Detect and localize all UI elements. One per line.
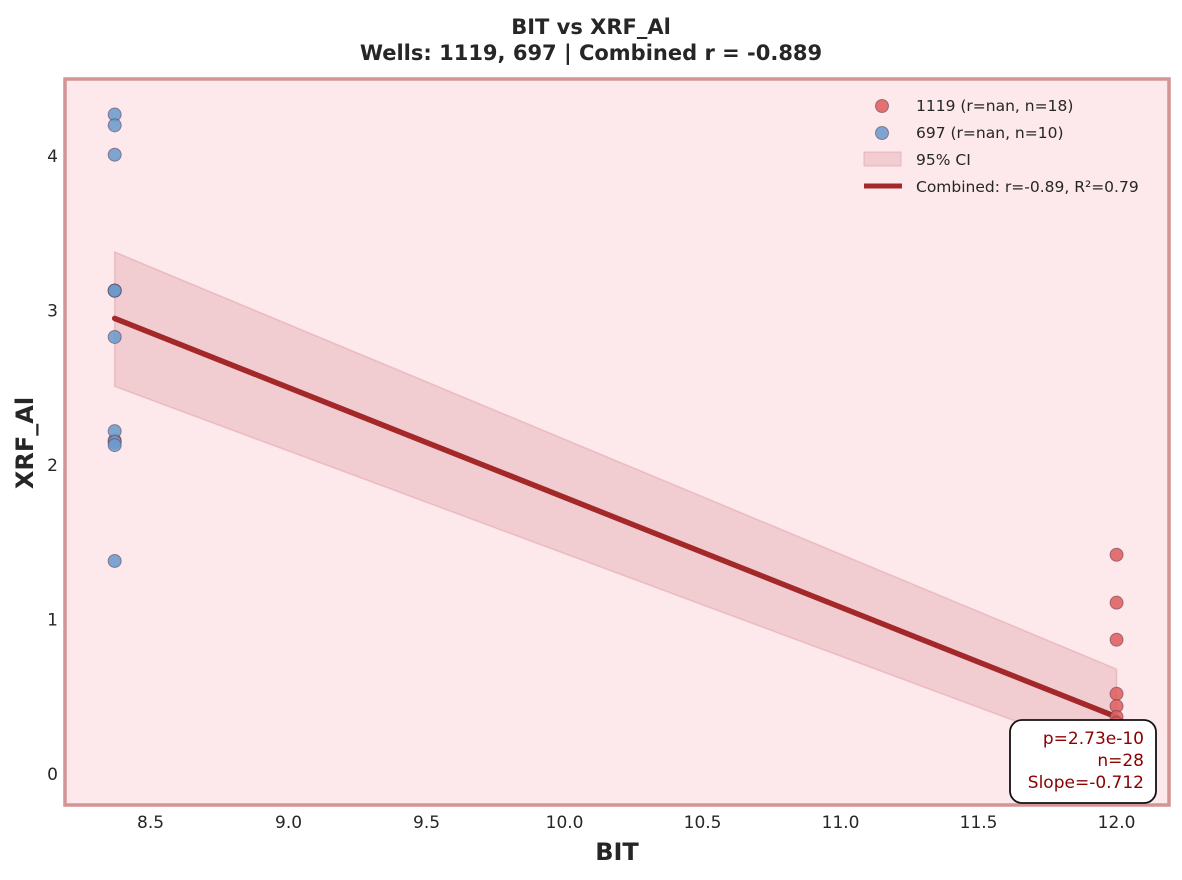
stats-box-frame [1009, 719, 1157, 804]
point-697 [107, 553, 122, 568]
regression-layer [111, 315, 1120, 720]
chart-title: BIT vs XRF_Al [511, 15, 671, 39]
point-1119 [1109, 686, 1124, 701]
point-697 [107, 329, 122, 344]
point-697 [107, 438, 122, 453]
legend-marker-1119 [875, 99, 889, 113]
x-tick-label: 12.0 [1098, 813, 1136, 833]
x-tick-label: 9.5 [413, 813, 440, 833]
point-1119 [1109, 632, 1124, 647]
x-tick-label: 10.5 [684, 813, 722, 833]
x-tick-label: 10.0 [546, 813, 584, 833]
y-axis-label: XRF_Al [11, 397, 39, 489]
legend-marker-697 [875, 126, 889, 140]
legend-label-regression: Combined: r=-0.89, R²=0.79 [916, 178, 1139, 196]
chart-subtitle: Wells: 1119, 697 | Combined r = -0.889 [360, 41, 822, 66]
legend: 1119 (r=nan, n=18) 697 (r=nan, n=10) 95%… [863, 97, 1139, 196]
legend-label-1119: 1119 (r=nan, n=18) [916, 97, 1073, 115]
point-697 [107, 118, 122, 133]
x-tick-label: 8.5 [137, 813, 164, 833]
stats-n: n=28 [1097, 751, 1144, 771]
legend-label-ci: 95% CI [916, 151, 971, 169]
point-1119 [1109, 595, 1124, 610]
y-tick-label: 1 [47, 611, 58, 631]
stats-slope: Slope=-0.712 [1028, 773, 1144, 793]
plot-frame [63, 77, 1171, 807]
stats-p-value: p=2.73e-10 [1043, 729, 1144, 749]
legend-label-697: 697 (r=nan, n=10) [916, 124, 1064, 142]
y-tick-label: 3 [47, 302, 58, 322]
point-697 [107, 283, 122, 298]
stats-box: p=2.73e-10 n=28 Slope=-0.712 [1009, 719, 1157, 804]
y-tick-label: 0 [47, 765, 58, 785]
regression-line [111, 315, 1120, 720]
x-axis-label: BIT [595, 838, 639, 866]
point-697 [107, 147, 122, 162]
y-tick-label: 2 [47, 456, 58, 476]
ticks-layer: 8.5 9.0 9.5 10.0 10.5 11.0 11.5 12.0 0 1 2 3 4 [47, 147, 1135, 833]
x-tick-label: 9.0 [275, 813, 302, 833]
y-tick-label: 4 [47, 147, 58, 167]
point-1119 [1109, 547, 1124, 562]
legend-marker-ci [863, 151, 902, 167]
x-tick-label: 11.0 [822, 813, 860, 833]
x-tick-label: 11.5 [960, 813, 998, 833]
